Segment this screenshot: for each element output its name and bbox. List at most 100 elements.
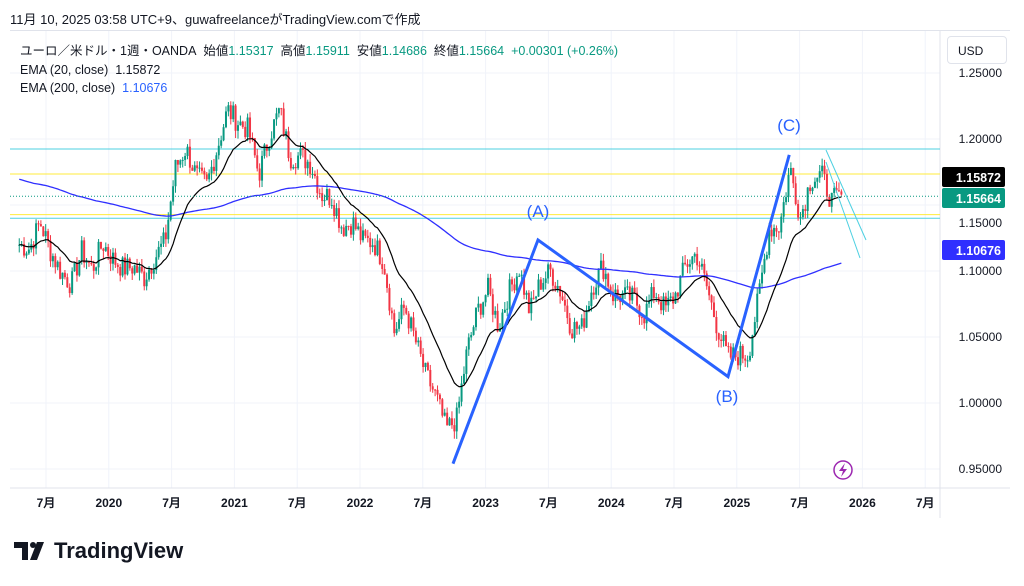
candle-body	[753, 322, 756, 336]
candle-body	[520, 274, 523, 276]
candle-body	[124, 257, 127, 275]
candle-body	[364, 230, 367, 236]
candle-body	[143, 271, 146, 287]
candle-body	[467, 337, 470, 350]
candle-body	[241, 121, 244, 127]
candle-body	[42, 226, 45, 237]
candle-body	[63, 272, 66, 278]
candle-body	[587, 306, 590, 312]
candle-body	[414, 330, 417, 343]
candle-body	[602, 260, 605, 280]
candle-body	[746, 360, 749, 362]
candle-body	[198, 167, 201, 169]
candle-body	[662, 296, 665, 311]
candle-body	[80, 240, 83, 261]
candle-body	[599, 260, 602, 269]
elliott-wave-line	[451, 154, 791, 465]
candle-body	[35, 223, 38, 249]
candle-body	[56, 261, 59, 268]
candle-body	[660, 302, 663, 311]
candle-body	[626, 286, 629, 288]
chart-frame[interactable]	[10, 30, 1010, 519]
candle-body	[563, 299, 566, 306]
channel-line	[825, 149, 867, 241]
currency-button[interactable]: USD	[947, 36, 1007, 64]
candle-body	[816, 177, 819, 182]
candle-body	[263, 144, 266, 156]
candle-body	[775, 227, 778, 232]
candle-body	[234, 105, 237, 131]
candle-body	[23, 244, 26, 256]
candle-body	[369, 237, 372, 248]
candle-body	[640, 317, 643, 319]
candle-body	[837, 190, 840, 192]
candle-body	[792, 167, 795, 184]
candle-body	[405, 307, 408, 314]
candle-body	[140, 266, 143, 272]
candle-body	[722, 335, 725, 342]
candle-body	[744, 358, 747, 361]
price-label: 1.15872	[956, 171, 1001, 185]
y-tick-label: 1.20000	[959, 132, 1003, 146]
tradingview-logo[interactable]: TradingView	[14, 538, 183, 564]
candle-body	[398, 319, 401, 329]
close-label: 終値	[433, 44, 459, 58]
candle-body	[337, 208, 340, 228]
candle-body	[292, 167, 295, 169]
candle-body	[484, 295, 487, 303]
candle-body	[580, 318, 583, 327]
candle-body	[426, 362, 429, 370]
candle-body	[181, 159, 184, 161]
candle-body	[645, 303, 648, 324]
wave-label: (A)	[527, 202, 550, 221]
candle-body	[758, 283, 761, 294]
candle-body	[191, 167, 194, 171]
ema200-row[interactable]: EMA (200, close) 1.10676	[20, 79, 618, 98]
candle-body	[585, 311, 588, 328]
candle-body	[768, 229, 771, 255]
candle-body	[352, 217, 355, 235]
ema200-label: EMA (200, close)	[20, 81, 116, 95]
candle-body	[691, 256, 694, 265]
candle-body	[525, 292, 528, 295]
candle-body	[126, 258, 129, 275]
candle-body	[49, 240, 52, 262]
candle-body	[739, 345, 742, 366]
candle-body	[811, 187, 814, 192]
ema20-row[interactable]: EMA (20, close) 1.15872	[20, 61, 618, 80]
candle-body	[556, 285, 559, 289]
candle-body	[676, 292, 679, 297]
candle-body	[648, 301, 651, 304]
candle-body	[429, 369, 432, 387]
candle-body	[280, 108, 283, 110]
candle-body	[297, 155, 300, 169]
candle-body	[477, 303, 480, 308]
candle-body	[604, 273, 607, 280]
candle-body	[441, 399, 444, 416]
x-tick-label: 7月	[665, 496, 684, 510]
price-label-bg	[942, 240, 1005, 260]
candle-body	[289, 158, 292, 169]
candle-body	[571, 333, 574, 339]
x-tick-label: 7月	[539, 496, 558, 510]
candle-body	[210, 166, 213, 174]
close-value: 1.15664	[458, 44, 505, 58]
candle-body	[465, 349, 468, 374]
candle-body	[681, 262, 684, 276]
candle-body	[597, 268, 600, 288]
price-label-bg	[942, 167, 1005, 187]
symbol[interactable]: ユーロ／米ドル・1週・OANDA	[20, 44, 197, 58]
candle-body	[780, 216, 783, 233]
candle-body	[357, 226, 360, 230]
candle-body	[73, 262, 76, 272]
candle-body	[674, 292, 677, 304]
candle-body	[453, 425, 456, 432]
candle-body	[712, 302, 715, 318]
candle-body	[821, 165, 824, 172]
candle-body	[633, 287, 636, 293]
candle-body	[621, 292, 624, 303]
candle-body	[400, 304, 403, 320]
x-tick-label: 2025	[723, 496, 750, 510]
candle-body	[487, 277, 489, 296]
